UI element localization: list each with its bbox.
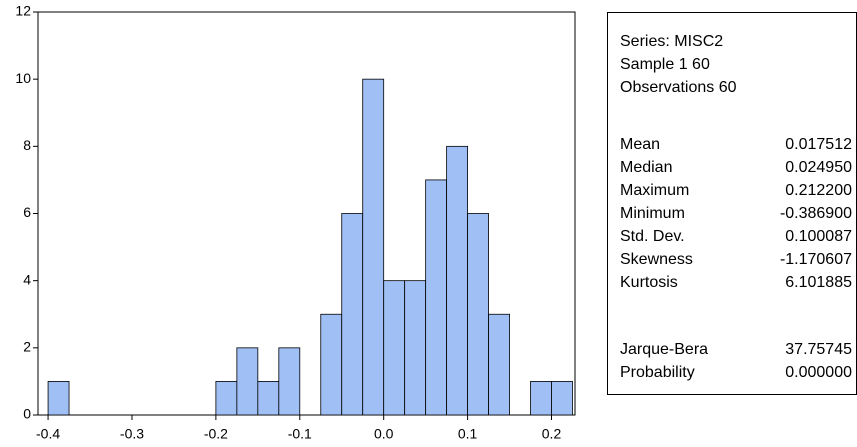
stat-value: -0.386900 (780, 205, 852, 222)
x-tick-label: 0.1 (458, 426, 478, 442)
stat-label: Kurtosis (620, 274, 678, 291)
bar (530, 381, 552, 416)
x-tick-label: -0.3 (120, 426, 144, 442)
bar (320, 313, 343, 416)
stats-header: Observations 60 (620, 79, 737, 96)
x-tick-label: -0.2 (204, 426, 228, 442)
stats-header: Series: MISC2 (620, 33, 723, 50)
stat-label: Median (620, 159, 672, 176)
bar (467, 213, 489, 416)
x-tick-label: -0.4 (36, 426, 60, 442)
y-tick-label: 10 (15, 70, 31, 86)
stat-label: Mean (620, 136, 660, 153)
bar (383, 280, 406, 416)
bar (215, 381, 238, 416)
x-tick-label: 0.0 (374, 426, 394, 442)
x-tick-label: 0.2 (542, 426, 562, 442)
stat-value: 0.024950 (785, 159, 852, 176)
stats-header: Sample 1 60 (620, 56, 710, 73)
y-tick-label: 4 (23, 271, 31, 287)
stat-value: -1.170607 (780, 251, 852, 268)
bar (362, 78, 385, 416)
stat-label: Jarque-Bera (620, 341, 708, 358)
stat-label: Std. Dev. (620, 228, 685, 245)
bar (257, 381, 280, 416)
y-tick-label: 6 (23, 204, 31, 220)
stat-value: 6.101885 (785, 274, 852, 291)
bar (404, 280, 427, 416)
bar (278, 347, 301, 416)
bar (341, 213, 364, 416)
stats: Series: MISC2 Sample 1 60 Observations 60 M… (620, 33, 852, 381)
stats-panel (607, 12, 857, 395)
bar (425, 179, 448, 416)
stat-label: Probability (620, 364, 695, 381)
bar (488, 313, 510, 416)
bar (236, 347, 259, 416)
y-tick-label: 0 (23, 406, 31, 422)
stat-value: 0.212200 (785, 182, 852, 199)
y-tick-label: 2 (23, 339, 31, 355)
stat-label: Skewness (620, 251, 693, 268)
stat-value: 0.000000 (785, 364, 852, 381)
bar (551, 381, 573, 416)
bar (446, 145, 469, 416)
stat-value: 37.75745 (785, 341, 852, 358)
x-tick-label: -0.1 (288, 426, 312, 442)
stat-label: Maximum (620, 182, 689, 199)
y-tick-label: 12 (15, 3, 31, 19)
stat-label: Minimum (620, 205, 685, 222)
stat-value: 0.017512 (785, 136, 852, 153)
y-tick-label: 8 (23, 137, 31, 153)
bar (47, 381, 70, 416)
stat-value: 0.100087 (785, 228, 852, 245)
